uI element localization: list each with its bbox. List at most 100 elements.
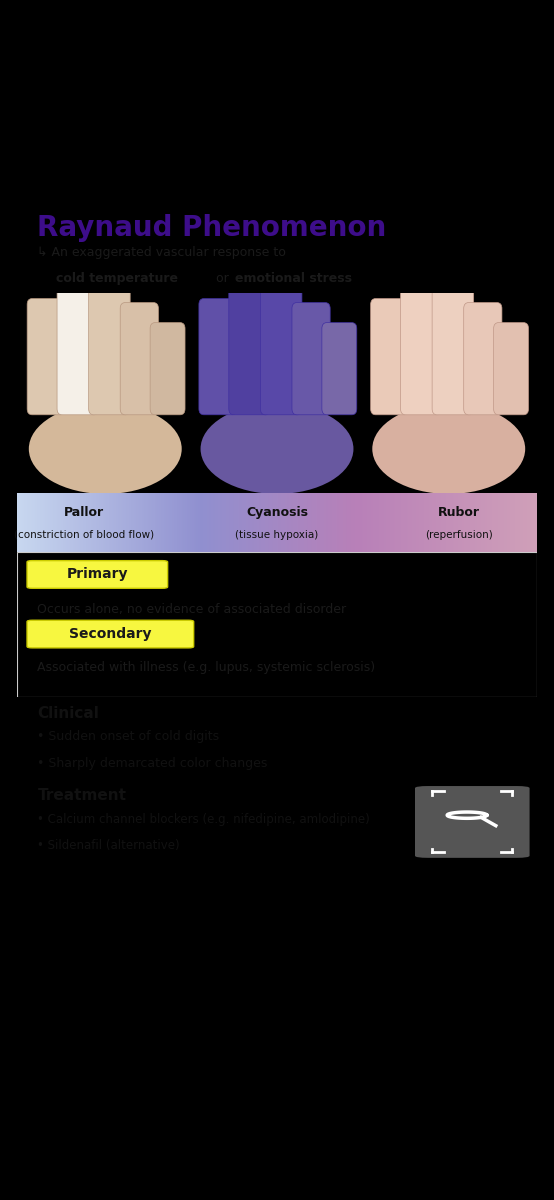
Bar — [315, 493, 316, 552]
Text: • Sudden onset of cold digits: • Sudden onset of cold digits — [38, 731, 219, 743]
Bar — [160, 493, 161, 552]
Bar — [480, 493, 481, 552]
Bar — [456, 493, 458, 552]
Bar — [412, 493, 414, 552]
Bar — [444, 493, 445, 552]
Bar — [65, 493, 66, 552]
Bar — [450, 493, 452, 552]
Bar — [52, 493, 53, 552]
Bar — [454, 493, 455, 552]
FancyBboxPatch shape — [199, 299, 237, 415]
Bar — [55, 493, 57, 552]
Bar — [247, 493, 248, 552]
Bar — [479, 493, 480, 552]
Bar — [281, 493, 282, 552]
Bar — [332, 493, 333, 552]
Bar — [178, 493, 179, 552]
Bar — [351, 493, 352, 552]
Bar — [420, 493, 422, 552]
Bar — [195, 493, 196, 552]
Text: Primary: Primary — [66, 568, 128, 582]
Bar — [294, 493, 295, 552]
Bar — [441, 493, 442, 552]
Bar — [284, 493, 285, 552]
Bar — [273, 493, 274, 552]
Bar — [336, 493, 337, 552]
Bar — [333, 493, 334, 552]
Bar — [45, 493, 47, 552]
FancyBboxPatch shape — [27, 560, 168, 588]
Bar — [329, 493, 330, 552]
Bar — [118, 493, 120, 552]
Bar — [511, 493, 512, 552]
Bar — [106, 493, 107, 552]
Bar — [261, 493, 263, 552]
Bar — [155, 493, 156, 552]
Bar — [122, 493, 124, 552]
Bar — [28, 493, 30, 552]
Bar — [239, 493, 240, 552]
Bar — [80, 493, 82, 552]
Bar — [474, 493, 475, 552]
Bar — [384, 493, 385, 552]
Bar — [127, 493, 129, 552]
Bar — [484, 493, 485, 552]
Bar — [152, 493, 153, 552]
Bar — [174, 493, 176, 552]
Bar — [132, 493, 134, 552]
Bar — [330, 493, 332, 552]
Bar — [36, 493, 38, 552]
Bar — [468, 493, 470, 552]
Bar — [380, 493, 381, 552]
Bar — [452, 493, 453, 552]
Bar — [226, 493, 228, 552]
Bar — [460, 493, 462, 552]
Bar — [211, 493, 212, 552]
Bar — [143, 493, 144, 552]
Bar — [407, 493, 408, 552]
Bar — [350, 493, 351, 552]
Bar — [191, 493, 192, 552]
Bar — [95, 493, 96, 552]
Bar — [402, 493, 403, 552]
Bar — [170, 493, 172, 552]
Bar — [260, 493, 261, 552]
Text: Raynaud Phenomenon: Raynaud Phenomenon — [38, 214, 387, 242]
Text: (constriction of blood flow): (constriction of blood flow) — [14, 529, 155, 540]
Bar — [255, 493, 256, 552]
Bar — [302, 493, 303, 552]
Bar — [125, 493, 126, 552]
Bar — [25, 493, 27, 552]
Bar — [399, 493, 401, 552]
Bar — [234, 493, 235, 552]
Bar — [476, 493, 478, 552]
Bar — [427, 493, 428, 552]
Bar — [295, 493, 296, 552]
Bar — [66, 493, 68, 552]
Bar — [116, 493, 117, 552]
FancyBboxPatch shape — [27, 299, 65, 415]
Bar — [186, 493, 187, 552]
Bar — [506, 493, 507, 552]
Bar — [398, 493, 399, 552]
Bar — [243, 493, 244, 552]
Bar — [510, 493, 511, 552]
Bar — [447, 493, 448, 552]
FancyBboxPatch shape — [371, 299, 409, 415]
Text: Pallor: Pallor — [64, 506, 104, 518]
Bar — [44, 493, 45, 552]
Bar — [291, 493, 293, 552]
Bar — [140, 493, 142, 552]
Bar — [478, 493, 479, 552]
Bar — [114, 493, 116, 552]
Bar — [280, 493, 281, 552]
Bar — [61, 493, 62, 552]
Bar — [270, 493, 272, 552]
Bar — [265, 493, 266, 552]
Bar — [467, 493, 468, 552]
FancyBboxPatch shape — [322, 323, 357, 415]
Bar — [30, 493, 31, 552]
Bar — [112, 493, 113, 552]
Bar — [424, 493, 425, 552]
Bar — [523, 493, 524, 552]
